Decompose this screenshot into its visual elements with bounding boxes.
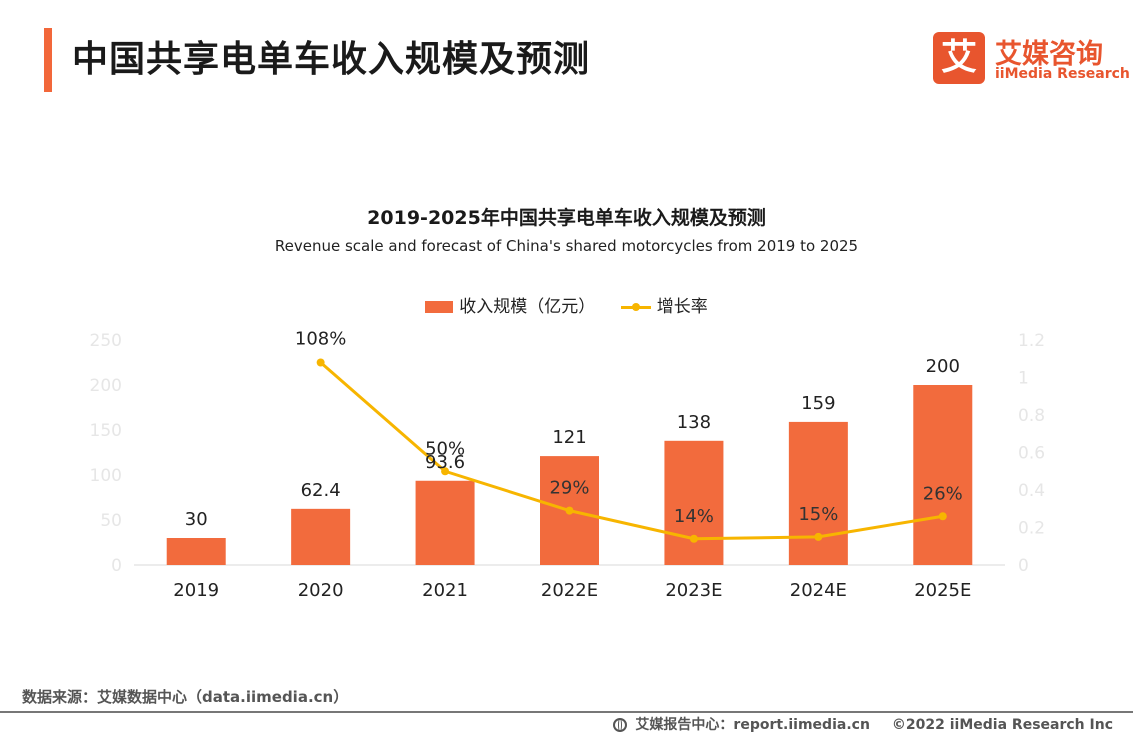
brand-logo: 艾 艾媒咨询 iiMedia Research <box>933 32 1130 86</box>
y-left-tick-label: 100 <box>90 466 122 486</box>
growth-point-2021 <box>441 467 450 476</box>
y-right-tick-label: 0.8 <box>1018 406 1045 426</box>
legend-item-revenue: 收入规模（亿元） <box>425 292 595 317</box>
y-right-tick-label: 0 <box>1018 556 1029 576</box>
bar-value-label: 62.4 <box>301 480 341 501</box>
logo-name-en: iiMedia Research <box>995 66 1130 82</box>
x-tick-label: 2019 <box>173 580 219 601</box>
bar-2020 <box>291 508 351 565</box>
bar-2024E <box>788 421 848 565</box>
chart-title: 2019-2025年中国共享电单车收入规模及预测 <box>367 207 766 229</box>
legend-bar-swatch <box>425 301 454 313</box>
footer-report-link[interactable]: 艾媒报告中心：report.iimedia.cn <box>635 717 870 733</box>
growth-point-2023E <box>689 534 698 543</box>
globe-icon <box>613 718 628 732</box>
legend-item-growth: 增长率 <box>620 292 708 317</box>
title-accent-bar <box>44 28 52 92</box>
logo-name-cn: 艾媒咨询 <box>995 39 1103 70</box>
growth-value-label: 108% <box>295 329 346 350</box>
growth-value-label: 50% <box>425 438 465 459</box>
logo-mark: 艾 <box>933 32 985 84</box>
x-tick-label: 2023E <box>665 580 722 601</box>
x-tick-label: 2020 <box>298 580 344 601</box>
legend-label-revenue: 收入规模（亿元） <box>459 297 596 317</box>
growth-rate-line <box>319 361 944 541</box>
y-right-tick-label: 0.2 <box>1018 519 1045 539</box>
y-right-tick-label: 1 <box>1018 369 1029 389</box>
legend-line-swatch <box>620 301 651 313</box>
y-right-tick-label: 0.6 <box>1018 444 1045 464</box>
bar-2023E <box>664 440 724 565</box>
growth-value-label: 29% <box>549 478 589 499</box>
footer-bar: 艾媒报告中心：report.iimedia.cn ©2022 iiMedia Re… <box>609 714 1113 734</box>
x-tick-label: 2022E <box>541 580 598 601</box>
growth-point-2020 <box>316 358 325 367</box>
y-left-tick-label: 250 <box>90 331 122 351</box>
growth-point-2025E <box>938 512 947 521</box>
y-left-tick-label: 0 <box>111 556 122 576</box>
page-title: 中国共享电单车收入规模及预测 <box>72 39 591 80</box>
footer-copyright: ©2022 iiMedia Research Inc <box>891 717 1113 733</box>
bar-2021 <box>415 480 475 565</box>
x-tick-label: 2025E <box>914 580 971 601</box>
x-tick-label: 2021 <box>422 580 468 601</box>
chart-legend: 收入规模（亿元） 增长率 <box>0 292 1133 317</box>
y-left-tick-label: 200 <box>90 376 122 396</box>
growth-value-label: 15% <box>798 504 838 525</box>
growth-value-label: 14% <box>674 506 714 527</box>
bar-value-label: 200 <box>926 356 960 377</box>
growth-point-2022E <box>565 506 574 515</box>
y-right-tick-label: 1.2 <box>1018 331 1045 351</box>
data-source: 数据来源：艾媒数据中心（data.iimedia.cn） <box>22 688 349 706</box>
footer-divider <box>0 711 1133 713</box>
growth-value-label: 26% <box>923 483 963 504</box>
y-left-tick-label: 150 <box>90 421 122 441</box>
bar-value-label: 93.6 <box>425 452 465 473</box>
bar-value-label: 121 <box>552 427 586 448</box>
y-left-tick-label: 50 <box>100 511 122 531</box>
y-right-tick-label: 0.4 <box>1018 481 1045 501</box>
bar-value-label: 138 <box>677 412 711 433</box>
x-tick-label: 2024E <box>790 580 847 601</box>
bar-2019 <box>166 538 226 565</box>
legend-label-growth: 增长率 <box>656 297 708 317</box>
bar-value-label: 30 <box>185 509 208 530</box>
bar-2025E <box>913 385 973 565</box>
chart-subtitle: Revenue scale and forecast of China's sh… <box>274 237 859 255</box>
growth-point-2024E <box>814 532 823 541</box>
bar-value-label: 159 <box>801 393 835 414</box>
